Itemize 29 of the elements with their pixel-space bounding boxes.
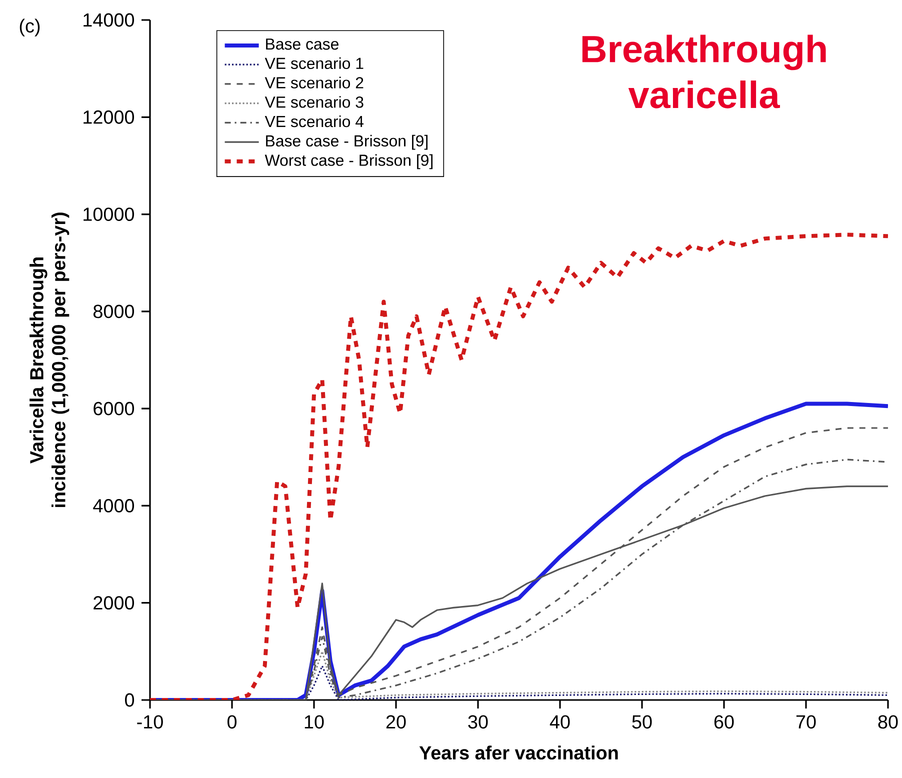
y-axis-title: Varicella Breakthrough incidence (1,000,000 per pers-yr)	[30, 212, 70, 508]
x-tick-label: 20	[386, 715, 406, 729]
x-tick-label: 10	[304, 715, 324, 729]
x-axis-title: Years afer vaccination	[419, 746, 618, 760]
x-tick-label: 40	[550, 715, 570, 729]
y-tick-label: 6000	[94, 402, 134, 416]
x-tick-label: -10	[137, 715, 163, 729]
y-tick-label: 8000	[93, 304, 134, 318]
annotation: Breakthrough varicella	[582, 34, 826, 108]
legend-label: Base case	[266, 38, 338, 50]
x-tick-label: 50	[632, 715, 652, 729]
x-tick-label: 0	[227, 715, 237, 729]
legend-label: VE scenario 2	[264, 76, 364, 88]
legend-label: Worst case - Brisson [9]	[264, 154, 433, 170]
y-tick-label: 4000	[93, 499, 134, 512]
legend-label: VE scenario 3	[264, 96, 364, 108]
legend-label: Base case - Brisson [9]	[266, 134, 428, 150]
legend-label: VE scenario 1	[264, 57, 364, 70]
y-tick-label: 0	[125, 693, 134, 707]
x-tick-label: 80	[878, 715, 898, 729]
x-tick-label: 70	[796, 715, 816, 729]
y-tick-label: 10000	[84, 208, 134, 221]
y-tick-label: 2000	[94, 596, 134, 610]
x-tick-label: 30	[468, 715, 488, 729]
legend-label: VE scenario 4	[264, 115, 364, 128]
y-tick-label: 14000	[84, 13, 134, 27]
y-tick-label: 12000	[84, 110, 134, 124]
x-tick-label: 60	[714, 715, 734, 729]
text: (c)	[20, 18, 40, 36]
